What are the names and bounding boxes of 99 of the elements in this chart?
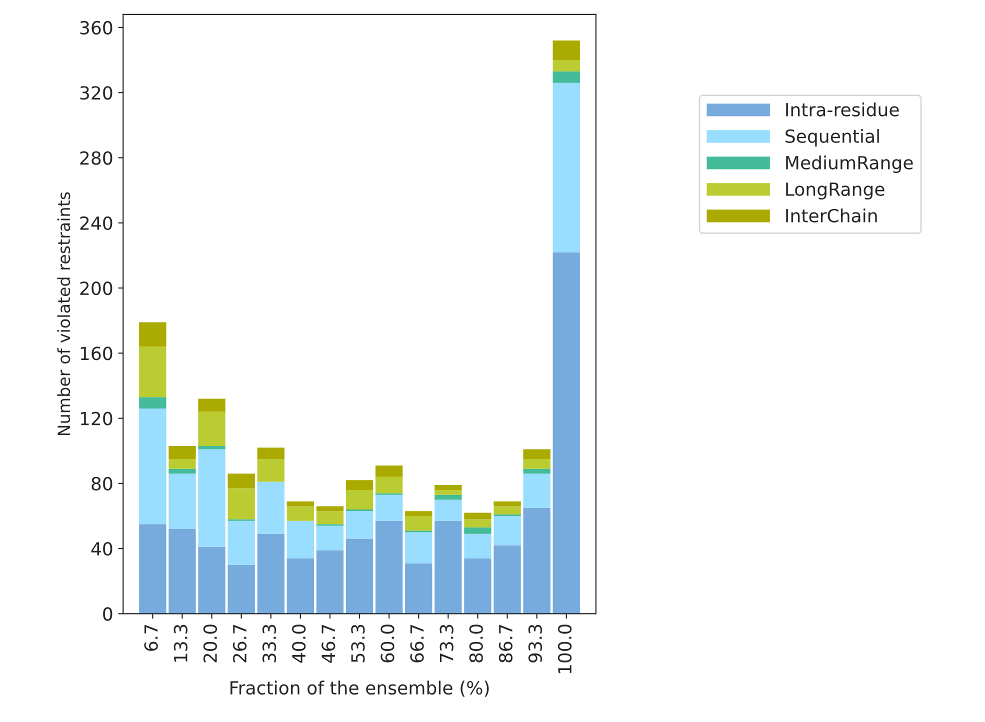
bar bbox=[257, 448, 284, 459]
bar bbox=[552, 252, 580, 614]
bar bbox=[464, 558, 492, 614]
bar bbox=[523, 459, 550, 469]
x-tick-label: 93.3 bbox=[528, 624, 542, 662]
x-tick-label: 40.0 bbox=[292, 624, 306, 663]
x-tick-label: 100.0 bbox=[558, 624, 572, 674]
bar bbox=[434, 485, 462, 490]
bar bbox=[346, 490, 374, 510]
y-tick-label: 240 bbox=[80, 216, 112, 230]
bar bbox=[552, 40, 580, 60]
legend-label: MediumRange bbox=[786, 156, 913, 173]
bar bbox=[405, 516, 432, 531]
bar bbox=[552, 71, 580, 83]
legend-label: InterChain bbox=[786, 208, 877, 222]
bar bbox=[464, 534, 492, 558]
y-tick-label: 200 bbox=[80, 281, 112, 296]
bar bbox=[286, 558, 314, 614]
x-tick-label: 13.3 bbox=[174, 624, 188, 662]
bar bbox=[139, 346, 166, 398]
x-tick-label: 20.0 bbox=[203, 624, 218, 662]
bar bbox=[168, 459, 196, 469]
y-axis-title: Number of violated restraints bbox=[57, 192, 70, 436]
bar bbox=[405, 563, 432, 614]
bar bbox=[434, 500, 462, 521]
y-tick-label: 160 bbox=[80, 346, 112, 360]
bar bbox=[464, 512, 492, 520]
bar bbox=[257, 534, 284, 614]
bar bbox=[375, 494, 403, 521]
bar bbox=[168, 446, 196, 459]
x-tick-label: 86.7 bbox=[498, 624, 513, 662]
bar bbox=[375, 466, 403, 477]
bar bbox=[316, 511, 344, 524]
y-tick-label: 0 bbox=[103, 607, 112, 621]
bar bbox=[198, 449, 226, 547]
bar bbox=[523, 468, 550, 474]
bar bbox=[523, 474, 550, 508]
y-tick-label: 120 bbox=[80, 412, 112, 426]
bar bbox=[434, 520, 462, 614]
bar bbox=[346, 511, 374, 539]
bar bbox=[346, 538, 374, 614]
bar bbox=[228, 564, 255, 614]
legend-label: Intra-residue bbox=[786, 102, 899, 116]
bar bbox=[434, 490, 462, 495]
bar bbox=[316, 506, 344, 512]
bar bbox=[257, 482, 284, 534]
bar bbox=[198, 398, 226, 412]
bar bbox=[346, 480, 374, 490]
bar bbox=[198, 446, 226, 450]
bar bbox=[139, 397, 166, 409]
bar bbox=[552, 82, 580, 252]
bar bbox=[523, 508, 550, 614]
bar bbox=[494, 516, 521, 546]
x-tick-label: 33.3 bbox=[262, 624, 276, 662]
y-tick-label: 280 bbox=[80, 151, 112, 165]
y-tick-label: 40 bbox=[91, 542, 112, 556]
bar bbox=[168, 474, 196, 530]
x-tick-label: 60.0 bbox=[380, 624, 394, 662]
bar bbox=[494, 545, 521, 614]
bar bbox=[375, 476, 403, 494]
legend-label: Sequential bbox=[786, 129, 879, 146]
x-tick-label: 73.3 bbox=[440, 624, 454, 662]
bar bbox=[494, 506, 521, 514]
x-tick-label: 26.7 bbox=[232, 624, 247, 662]
bar bbox=[552, 60, 580, 72]
bar bbox=[405, 511, 432, 516]
x-axis-title: Fraction of the ensemble (%) bbox=[230, 680, 489, 697]
bar bbox=[286, 501, 314, 506]
bar bbox=[523, 449, 550, 459]
bar bbox=[228, 520, 255, 565]
bar bbox=[464, 527, 492, 534]
bar bbox=[405, 532, 432, 564]
y-tick-label: 80 bbox=[92, 476, 112, 491]
x-tick-label: 6.7 bbox=[144, 624, 158, 651]
bar bbox=[316, 526, 344, 550]
bar bbox=[257, 459, 284, 482]
y-tick-label: 320 bbox=[80, 86, 112, 100]
bar bbox=[494, 501, 521, 506]
bar bbox=[464, 519, 492, 528]
bar bbox=[139, 524, 166, 614]
y-tick-label: 360 bbox=[80, 20, 112, 35]
bar bbox=[316, 550, 344, 614]
x-tick-label: 66.7 bbox=[410, 624, 424, 662]
bar bbox=[198, 546, 226, 614]
legend-label: LongRange bbox=[786, 182, 884, 200]
bar bbox=[286, 506, 314, 521]
bar bbox=[168, 468, 196, 474]
bar bbox=[228, 474, 255, 488]
bar bbox=[286, 520, 314, 558]
x-tick-label: 53.3 bbox=[351, 624, 365, 662]
x-tick-label: 46.7 bbox=[322, 624, 336, 663]
x-tick-label: 80.0 bbox=[469, 624, 483, 662]
bar bbox=[139, 408, 166, 524]
bar bbox=[139, 322, 166, 347]
bar bbox=[375, 520, 403, 614]
bar bbox=[228, 488, 255, 520]
bar bbox=[198, 412, 226, 446]
bar bbox=[168, 529, 196, 614]
bar bbox=[434, 494, 462, 500]
